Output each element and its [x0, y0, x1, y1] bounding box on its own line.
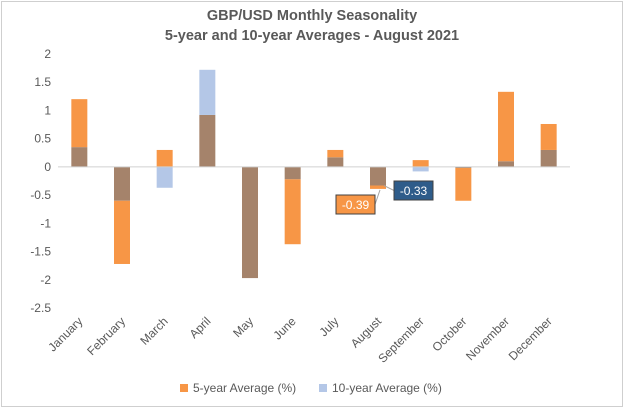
- x-tick-label: February: [84, 314, 128, 358]
- bar-overlap: [327, 157, 344, 167]
- callout-leader-ten-year: [383, 185, 395, 191]
- bar-overlap: [370, 166, 386, 186]
- x-tick-label: April: [187, 314, 214, 341]
- bar-five-year: [540, 123, 557, 150]
- bar-overlap: [498, 161, 514, 167]
- y-tick-label: 0: [44, 160, 51, 174]
- bar-overlap: [455, 166, 472, 169]
- bar-ten-year: [412, 166, 429, 172]
- y-tick-label: 0.5: [34, 132, 51, 146]
- chart-subtitle: 5-year and 10-year Averages - August 202…: [164, 28, 460, 44]
- y-axis: 2 1.5 1 0.5 0 -0.5 -1 -1.5 -2 -2.5: [30, 47, 51, 315]
- legend-label-five-year: 5-year Average (%): [193, 381, 297, 395]
- bars: [71, 69, 557, 279]
- y-tick-label: -2: [40, 273, 51, 287]
- y-tick-label: 2: [44, 47, 51, 61]
- y-tick-label: -1.5: [30, 245, 51, 259]
- bar-overlap: [540, 149, 557, 167]
- bar-five-year: [370, 185, 386, 189]
- bar-overlap: [284, 166, 301, 180]
- x-tick-label: March: [137, 314, 170, 347]
- y-tick-label: -0.5: [30, 188, 51, 202]
- x-tick-label: September: [375, 314, 426, 365]
- legend: 5-year Average (%) 10-year Average (%): [0, 381, 624, 401]
- x-tick-label: January: [45, 314, 85, 354]
- x-tick-label: December: [506, 314, 555, 363]
- callout-leader-five-year: [374, 189, 381, 205]
- x-tick-label: July: [316, 314, 341, 339]
- bar-overlap: [114, 166, 130, 201]
- callout-label-ten-year: -0.33: [400, 184, 428, 198]
- legend-item-ten-year: 10-year Average (%): [319, 381, 442, 395]
- callout-box-ten-year: [393, 180, 434, 201]
- bar-ten-year: [199, 69, 216, 115]
- y-tick-label: -1: [40, 216, 51, 230]
- y-tick-label: 1: [44, 103, 51, 117]
- x-tick-label: October: [429, 314, 469, 354]
- bar-five-year: [71, 99, 88, 148]
- callout-label-five-year: -0.39: [342, 198, 370, 212]
- y-tick-label: 1.5: [34, 75, 51, 89]
- x-tick-label: June: [270, 314, 299, 343]
- bar-ten-year: [156, 166, 173, 188]
- annotations: -0.39 -0.33: [335, 180, 434, 215]
- bar-five-year: [412, 160, 429, 167]
- bar-five-year: [498, 91, 514, 162]
- bar-five-year: [114, 200, 130, 264]
- bar-five-year: [327, 149, 344, 158]
- legend-swatch-ten-year: [319, 384, 327, 392]
- bar-overlap: [242, 166, 258, 279]
- callout-box-five-year: [335, 194, 376, 215]
- legend-label-ten-year: 10-year Average (%): [332, 381, 442, 395]
- legend-item-five-year: 5-year Average (%): [180, 381, 296, 395]
- legend-swatch-five-year: [180, 384, 188, 392]
- bar-five-year: [455, 168, 472, 201]
- bar-five-year: [284, 179, 301, 245]
- bar-overlap: [199, 114, 216, 167]
- bar-overlap: [71, 147, 88, 167]
- chart-title: GBP/USD Monthly Seasonality: [206, 8, 418, 24]
- x-tick-label: August: [348, 314, 385, 351]
- x-tick-label: November: [463, 314, 512, 363]
- x-tick-label: May: [230, 314, 256, 340]
- bar-five-year: [156, 149, 173, 167]
- y-tick-label: -2.5: [30, 301, 51, 315]
